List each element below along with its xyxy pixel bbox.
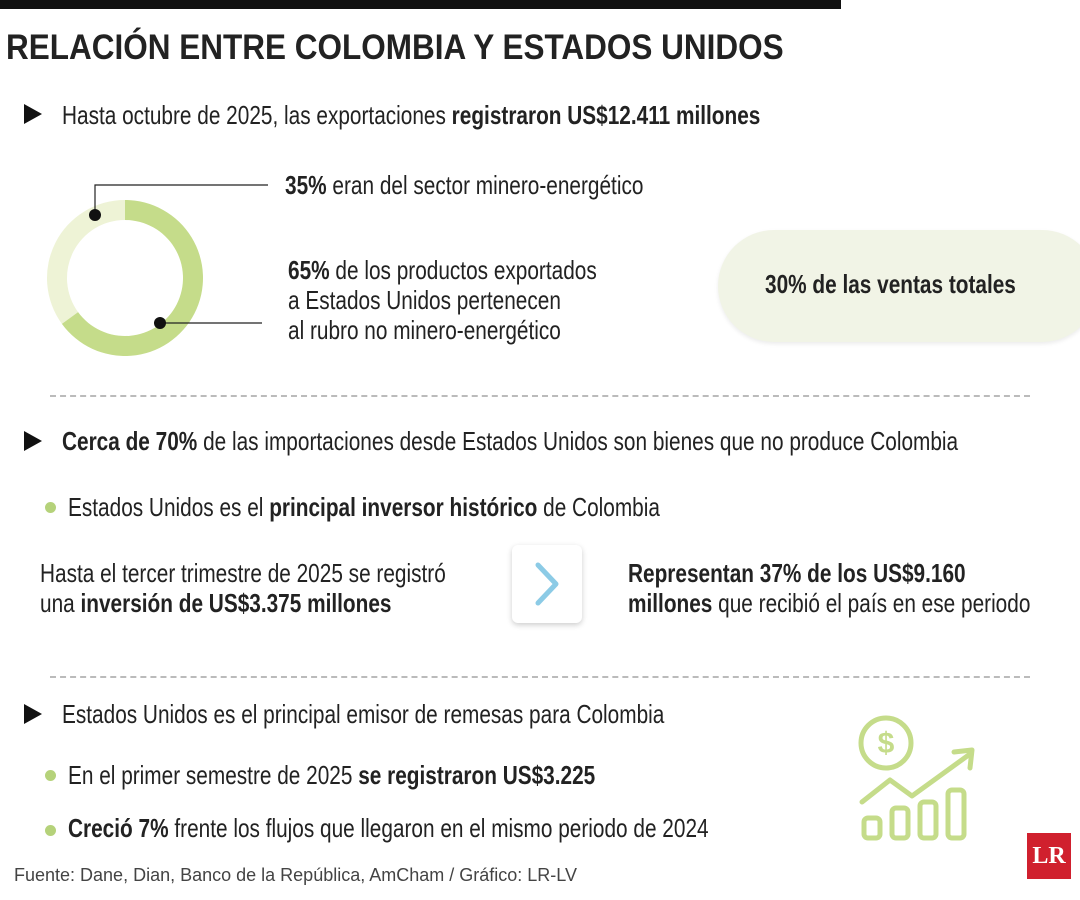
lead: Cerca de 70% de las importaciones desde … [62,426,958,456]
leader-dot [154,317,166,329]
text: al rubro no minero-energético [288,315,561,345]
text: de las importaciones desde Estados Unido… [203,426,959,456]
text: de los productos exportados [335,255,597,285]
top-bar [0,0,841,9]
bullet [45,502,56,513]
text: Estados Unidos es el [68,492,264,522]
source: Fuente: Dane, Dian, Banco de la Repúblic… [14,865,577,885]
text: Hasta el tercer trimestre de 2025 se reg… [40,558,446,588]
text: En el primer semestre de 2025 [68,760,353,790]
text: de Colombia [543,492,660,522]
text: se registraron US$3.225 [358,760,596,790]
text: frente los flujos que llegaron en el mis… [174,813,709,843]
leader-dot [89,209,101,221]
arrow [24,104,42,124]
growth-icon: $ [858,715,975,841]
text: Representan 37% de los US$9.160 [628,558,966,588]
text: una [40,588,75,618]
lead: Hasta octubre de 2025, las exportaciones… [62,100,760,130]
bullet-text: En el primer semestre de 2025 se registr… [68,760,595,790]
text: que recibió el país en ese periodo [718,588,1031,618]
label: 65% de los productos exportados a Estados… [288,255,597,345]
chevron [535,562,559,606]
text: registraron US$12.411 millones [451,100,761,130]
bullet-text: Creció 7% frente los flujos que llegaron… [68,813,709,843]
donut-chart [47,184,268,356]
text: Cerca de 70% [62,426,198,456]
lead: Estados Unidos es el principal emisor de… [62,699,665,729]
text: a Estados Unidos pertenecen [288,285,561,315]
divider [50,395,1030,397]
value-label: 35% [285,170,327,200]
arrow [24,704,42,724]
text: inversión de US$3.375 millones [80,588,392,618]
investment: Hasta el tercer trimestre de 2025 se reg… [40,558,446,618]
label: 35% eran del sector minero-energético [285,170,643,200]
callout: 30% de las ventas totales [765,269,1016,299]
text: millones [628,588,713,618]
bullet [45,825,56,836]
chevron-box [512,545,582,623]
callout-bg [718,230,1080,342]
bullet [45,770,56,781]
value-label: 65% [288,255,330,285]
svg-text:$: $ [878,727,895,760]
share: Representan 37% de los US$9.160 millones … [628,558,1030,618]
leader-line [94,184,268,215]
logo: LR [1027,833,1071,879]
text: eran del sector minero-energético [332,170,644,200]
donut-segment [47,200,125,324]
bullet-text: Estados Unidos es el principal inversor … [68,492,660,522]
text: Hasta octubre de 2025, las exportaciones [62,100,446,130]
arrow [24,431,42,451]
text: Creció 7% [68,813,169,843]
text: principal inversor histórico [269,492,538,522]
title: RELACIÓN ENTRE COLOMBIA Y ESTADOS UNIDOS [6,28,784,67]
divider [50,676,1030,678]
